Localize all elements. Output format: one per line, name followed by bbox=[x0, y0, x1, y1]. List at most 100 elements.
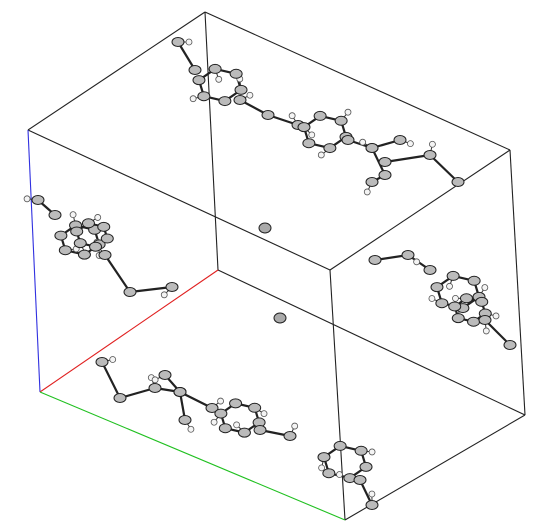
hydrogen-atom bbox=[429, 141, 435, 147]
carbon-atom bbox=[284, 432, 296, 441]
carbon-atom bbox=[235, 85, 247, 94]
carbon-atom bbox=[379, 158, 391, 167]
hydrogen-atom bbox=[429, 295, 435, 301]
carbon-atom bbox=[74, 239, 86, 248]
carbon-atom bbox=[32, 196, 44, 205]
hydrogen-atom bbox=[292, 423, 298, 429]
cell-edge bbox=[510, 150, 525, 415]
hydrogen-atom bbox=[110, 356, 116, 362]
carbon-atom bbox=[298, 123, 310, 132]
carbon-atom bbox=[55, 231, 67, 240]
hydrogen-atom bbox=[247, 92, 253, 98]
carbon-atom bbox=[219, 424, 231, 433]
cell-edge bbox=[218, 270, 525, 415]
carbon-atom bbox=[159, 371, 171, 380]
hydrogen-atom bbox=[152, 377, 158, 383]
cell-edge bbox=[330, 270, 345, 520]
hydrogen-atom bbox=[261, 411, 267, 417]
carbon-atom bbox=[447, 271, 459, 280]
carbon-atom bbox=[468, 276, 480, 285]
carbon-atom bbox=[468, 317, 480, 326]
carbon-atom bbox=[369, 256, 381, 265]
carbon-atom bbox=[101, 234, 113, 243]
hydrogen-atom bbox=[447, 283, 453, 289]
carbon-atom bbox=[436, 299, 448, 308]
hydrogen-atom bbox=[319, 465, 325, 471]
hydrogen-atom bbox=[234, 422, 240, 428]
carbon-atom bbox=[379, 171, 391, 180]
carbon-atom bbox=[49, 211, 61, 220]
carbon-atom bbox=[366, 501, 378, 510]
cell-edge bbox=[330, 150, 510, 270]
hydrogen-atom bbox=[95, 214, 101, 220]
cell-edge bbox=[205, 12, 218, 270]
carbon-atom bbox=[323, 469, 335, 478]
hydrogen-atom bbox=[161, 292, 167, 298]
carbon-atom bbox=[335, 116, 347, 125]
carbon-atom bbox=[314, 111, 326, 120]
carbon-atom bbox=[355, 446, 367, 455]
carbon-atom bbox=[452, 178, 464, 187]
hydrogen-atom bbox=[414, 259, 420, 265]
cell-edge bbox=[205, 12, 510, 150]
axis-b bbox=[40, 392, 345, 520]
carbon-atom bbox=[238, 428, 250, 437]
bond bbox=[102, 362, 120, 398]
hydrogen-atom bbox=[190, 96, 196, 102]
hydrogen-atom bbox=[309, 132, 315, 138]
carbon-atom bbox=[476, 297, 488, 306]
hydrogen-atom bbox=[364, 189, 370, 195]
carbon-atom bbox=[82, 219, 94, 228]
carbon-atom bbox=[98, 222, 110, 231]
carbon-atom bbox=[230, 399, 242, 408]
carbon-atom bbox=[193, 76, 205, 85]
carbon-atom bbox=[90, 242, 102, 251]
carbon-atom bbox=[59, 246, 71, 255]
carbon-atom bbox=[324, 144, 336, 153]
hydrogen-atom bbox=[407, 141, 413, 147]
carbon-atom bbox=[354, 476, 366, 485]
carbon-atom bbox=[366, 144, 378, 153]
carbon-atom bbox=[124, 288, 136, 297]
cell-edge bbox=[28, 12, 205, 130]
carbon-atom bbox=[366, 178, 378, 187]
hydrogen-atom bbox=[369, 491, 375, 497]
carbon-atom bbox=[342, 136, 354, 145]
carbon-atom bbox=[262, 111, 274, 120]
hydrogen-atom bbox=[211, 419, 217, 425]
carbon-atom bbox=[230, 69, 242, 78]
isolated-atom bbox=[259, 223, 271, 233]
axis-c bbox=[28, 130, 40, 392]
molecules bbox=[24, 38, 516, 510]
hydrogen-atom bbox=[493, 313, 499, 319]
carbon-atom bbox=[249, 403, 261, 412]
hydrogen-atom bbox=[216, 76, 222, 82]
carbon-atom bbox=[78, 250, 90, 259]
carbon-atom bbox=[318, 453, 330, 462]
bond bbox=[105, 255, 130, 292]
isolated-atom bbox=[274, 313, 286, 323]
carbon-atom bbox=[449, 302, 461, 311]
hydrogen-atom bbox=[452, 295, 458, 301]
page: (() => { const g = document.getElementBy… bbox=[0, 0, 535, 532]
carbon-atom bbox=[96, 358, 108, 367]
carbon-atom bbox=[479, 316, 491, 325]
carbon-atom bbox=[172, 38, 184, 47]
carbon-atom bbox=[334, 441, 346, 450]
hydrogen-atom bbox=[336, 472, 342, 478]
unit-cell bbox=[28, 12, 525, 520]
carbon-atom bbox=[234, 96, 246, 105]
hydrogen-atom bbox=[369, 449, 375, 455]
carbon-atom bbox=[166, 283, 178, 292]
hydrogen-atom bbox=[70, 212, 76, 218]
carbon-atom bbox=[424, 266, 436, 275]
carbon-atom bbox=[99, 251, 111, 260]
bond bbox=[430, 155, 458, 182]
carbon-atom bbox=[402, 251, 414, 260]
carbon-atom bbox=[149, 384, 161, 393]
carbon-atom bbox=[209, 64, 221, 73]
hydrogen-atom bbox=[289, 113, 295, 119]
hydrogen-atom bbox=[483, 328, 489, 334]
carbon-atom bbox=[360, 462, 372, 471]
carbon-atom bbox=[114, 394, 126, 403]
